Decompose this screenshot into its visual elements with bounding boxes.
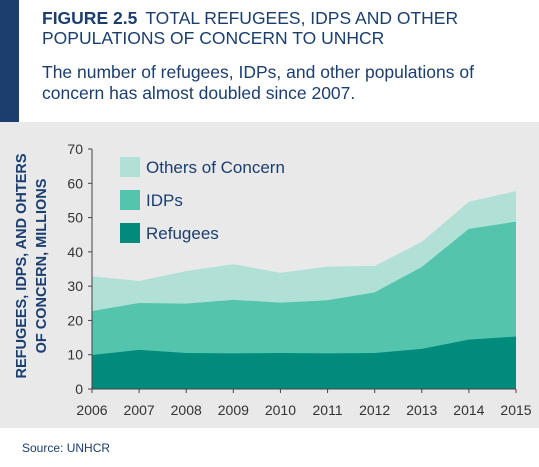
x-tick-label: 2008 <box>171 402 202 418</box>
source-bar <box>0 428 539 467</box>
figure-subtitle: The number of refugees, IDPs, and other … <box>42 62 522 104</box>
y-axis-label-line2: OF CONCERN, MILLIONS <box>34 178 50 353</box>
x-tick-label: 2014 <box>453 402 484 418</box>
x-tick-label: 2013 <box>406 402 437 418</box>
y-tick-label: 10 <box>67 347 83 363</box>
y-tick-label: 20 <box>67 312 83 328</box>
x-tick-label: 2011 <box>313 402 343 418</box>
x-tick-label: 2006 <box>76 402 107 418</box>
source-note: Source: UNHCR <box>22 441 111 455</box>
figure-title-line1: TOTAL REFUGEES, IDPS AND OTHER <box>145 8 459 28</box>
area-refugees <box>92 336 516 389</box>
x-tick-label: 2012 <box>359 402 390 418</box>
figure-heading: FIGURE 2.5 TOTAL REFUGEES, IDPS AND OTHER… <box>42 8 522 48</box>
subtitle-line1: The number of refugees, IDPs, and other … <box>42 62 474 82</box>
legend-label-idps: IDPs <box>146 191 183 210</box>
x-tick-label: 2009 <box>218 402 249 418</box>
subtitle-line2: concern has almost doubled since 2007. <box>42 83 356 103</box>
legend-swatch-refugees <box>120 223 140 243</box>
y-tick-label: 70 <box>67 141 83 157</box>
x-tick-label: 2007 <box>124 402 155 418</box>
figure-number: FIGURE 2.5 <box>42 8 138 28</box>
y-axis-label-line1: REFUGEES, IDPS, AND OHTERS <box>14 153 30 378</box>
y-tick-label: 30 <box>67 278 83 294</box>
y-tick-label: 40 <box>67 244 83 260</box>
legend-label-refugees: Refugees <box>146 224 219 243</box>
accent-bar <box>0 0 19 122</box>
legend-swatch-idps <box>120 190 140 210</box>
x-tick-label: 2015 <box>500 402 531 418</box>
x-tick-label: 2010 <box>265 402 296 418</box>
y-tick-label: 0 <box>75 381 83 397</box>
legend-label-others-of-concern: Others of Concern <box>146 158 285 177</box>
legend-swatch-others-of-concern <box>120 157 140 177</box>
y-tick-label: 50 <box>67 210 83 226</box>
figure-title-line2: POPULATIONS OF CONCERN TO UNHCR <box>42 28 385 48</box>
y-tick-label: 60 <box>67 175 83 191</box>
area-idps <box>92 221 516 389</box>
header: FIGURE 2.5 TOTAL REFUGEES, IDPS AND OTHER… <box>0 0 539 122</box>
